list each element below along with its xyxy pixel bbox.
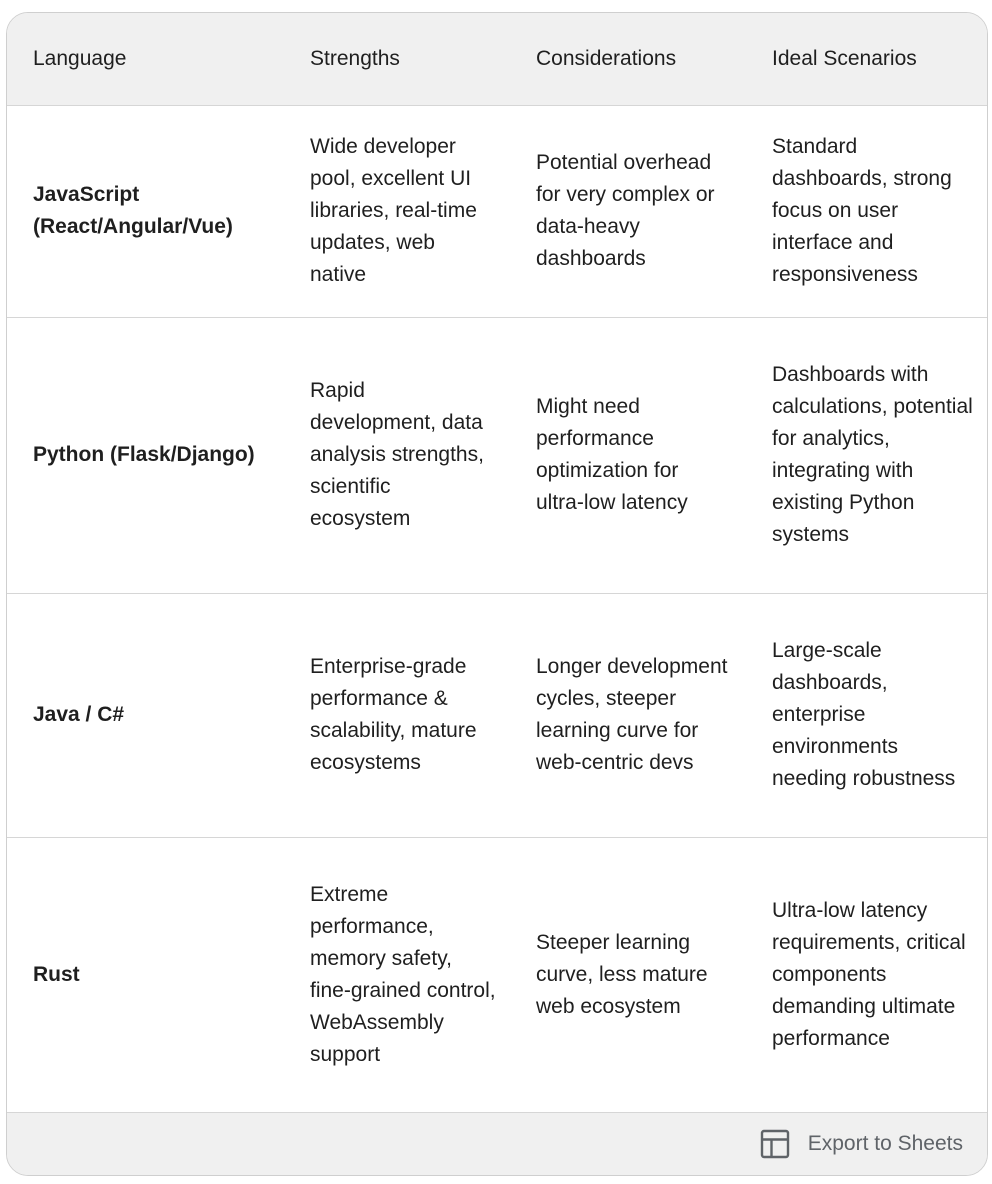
table-grid-icon [760, 1129, 790, 1159]
cell-strengths: Enterprise-grade performance & scalabili… [284, 593, 510, 838]
table-row: Java / C# Enterprise-grade performance &… [7, 593, 987, 838]
header-strengths: Strengths [284, 13, 510, 106]
cell-considerations: Longer development cycles, steeper learn… [510, 593, 746, 838]
cell-language: Python (Flask/Django) [7, 317, 284, 594]
export-label: Export to Sheets [807, 1132, 963, 1155]
cell-language: Java / C# [7, 593, 284, 838]
cell-strengths: Extreme performance, memory safety, fine… [310, 883, 496, 1067]
comparison-table-card: Language Strengths Considerations Ideal … [6, 12, 988, 1176]
export-to-sheets-button[interactable]: Export to Sheets [760, 1129, 963, 1159]
cell-scenarios: Ultra-low latency requirements, critical… [772, 899, 966, 1051]
language-comparison-table: Language Strengths Considerations Ideal … [7, 13, 987, 1113]
cell-considerations: Might need performance optimization for … [510, 317, 746, 594]
cell-considerations: Potential overhead for very complex or d… [510, 105, 746, 318]
cell-language: Rust [33, 963, 80, 987]
table-row: Python (Flask/Django) Rapid development,… [7, 317, 987, 594]
cell-scenarios: Standard dashboards, strong focus on use… [746, 105, 987, 318]
header-ideal-scenarios: Ideal Scenarios [746, 13, 987, 106]
table-row: Rust Extreme performance, memory safety,… [7, 837, 987, 1113]
cell-scenarios: Dashboards with calculations, potential … [746, 317, 987, 594]
cell-strengths: Wide developer pool, excellent UI librar… [284, 105, 510, 318]
cell-scenarios: Large-scale dashboards, enterprise envir… [746, 593, 987, 838]
cell-considerations: Steeper learning curve, less mature web … [536, 931, 708, 1019]
header-language: Language [7, 13, 284, 106]
cell-strengths: Rapid development, data analysis strengt… [284, 317, 510, 594]
header-considerations: Considerations [510, 13, 746, 106]
table-header-row: Language Strengths Considerations Ideal … [7, 13, 987, 106]
table-footer: Export to Sheets [7, 1112, 987, 1175]
cell-language: JavaScript (React/Angular/Vue) [7, 105, 284, 318]
table-row: JavaScript (React/Angular/Vue) Wide deve… [7, 105, 987, 318]
